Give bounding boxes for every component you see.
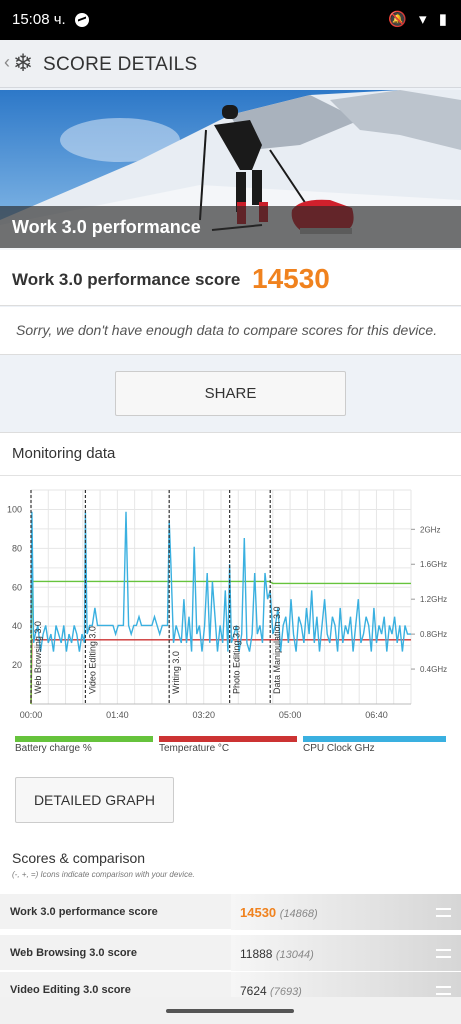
legend-temperature: Temperature °C	[159, 736, 297, 756]
legend-cpu: CPU Clock GHz	[303, 736, 446, 756]
y-left-tick-label: 100	[7, 504, 22, 514]
legend-temperature-label: Temperature °C	[159, 743, 230, 754]
score-row-value-cell: 11888 (13044)	[231, 935, 461, 971]
comparison-message-text: Sorry, we don't have enough data to comp…	[16, 322, 438, 338]
score-row[interactable]: Web Browsing 3.0 score 11888 (13044)	[0, 934, 461, 971]
score-row-number: 11888	[240, 947, 273, 961]
app-bar: ‹ ❄ SCORE DETAILS	[0, 40, 461, 88]
score-row-value-cell: 14530 (14868)	[231, 894, 461, 930]
scores-title: Scores & comparison	[12, 850, 146, 866]
comparison-message: Sorry, we don't have enough data to comp…	[0, 307, 461, 355]
legend-battery-swatch	[15, 736, 153, 742]
y-right-tick-label: 2GHz	[420, 525, 440, 534]
score-row-value: 7624 (7693)	[240, 984, 302, 998]
legend-temperature-swatch	[159, 736, 297, 742]
equal-icon	[436, 986, 451, 995]
legend-cpu-label: CPU Clock GHz	[303, 743, 375, 754]
monitoring-chart[interactable]: 20 40 60 80 100 0.4GHz 0.8GHz 1.2GHz 1.6GHz 2GHz 0…	[0, 488, 461, 720]
phase-label: Photo Editing 3.0	[232, 625, 242, 694]
share-button[interactable]: SHARE	[115, 371, 346, 416]
y-left-tick-label: 80	[12, 543, 22, 553]
y-right-tick-label: 1.6GHz	[420, 560, 447, 569]
phase-label: Web Browsing 3.0	[33, 621, 43, 694]
score-card: Work 3.0 performance score 14530	[0, 250, 461, 306]
hero-label-band: Work 3.0 performance	[0, 206, 461, 248]
scores-note: (-, +, =) Icons indicate comparison with…	[12, 870, 195, 879]
y-right-tick-label: 0.4GHz	[420, 665, 447, 674]
home-gesture-handle[interactable]	[166, 1009, 294, 1013]
system-nav-bar	[0, 997, 461, 1024]
y-right-tick-label: 0.8GHz	[420, 630, 447, 639]
x-tick-label: 03:20	[192, 710, 215, 720]
score-row-number: 7624	[240, 984, 267, 998]
score-row-label: Work 3.0 performance score	[10, 906, 158, 918]
hero-label: Work 3.0 performance	[12, 217, 201, 237]
score-row-compare: (14868)	[279, 908, 318, 920]
score-row[interactable]: Work 3.0 performance score 14530 (14868)	[0, 893, 461, 930]
series-line	[30, 511, 411, 652]
legend-battery: Battery charge %	[15, 736, 153, 756]
score-value: 14530	[252, 263, 330, 294]
back-chevron-icon[interactable]: ‹	[4, 52, 10, 72]
y-left-tick-label: 60	[12, 582, 22, 592]
score-row-value: 11888 (13044)	[240, 947, 314, 961]
score-row-value: 14530 (14868)	[240, 905, 318, 920]
legend-cpu-swatch	[303, 736, 446, 742]
score-row-compare: (13044)	[275, 949, 314, 961]
score-label: Work 3.0 performance score	[12, 270, 241, 289]
score-row-compare: (7693)	[270, 986, 302, 998]
page-title: SCORE DETAILS	[43, 54, 198, 75]
phase-label: Data Manipulation 3.0	[272, 606, 282, 694]
x-tick-label: 06:40	[365, 710, 388, 720]
equal-icon	[436, 949, 451, 958]
monitoring-title: Monitoring data	[12, 445, 116, 462]
detailed-graph-button[interactable]: DETAILED GRAPH	[15, 777, 174, 823]
status-icons: 🔕 ▾ ▮	[388, 11, 451, 28]
snowflake-icon: ❄	[13, 50, 34, 77]
phase-label: Writing 3.0	[171, 651, 181, 694]
status-time: 15:08 ч.	[12, 11, 66, 28]
x-tick-label: 05:00	[279, 710, 302, 720]
messenger-icon	[75, 13, 89, 27]
phase-label: Video Editing 3.0	[87, 626, 97, 694]
y-left-tick-label: 40	[12, 621, 22, 631]
score-row-label: Video Editing 3.0 score	[10, 984, 131, 996]
status-bar: 15:08 ч. 🔕 ▾ ▮	[0, 0, 461, 40]
score-row-number: 14530	[240, 905, 277, 920]
y-left-tick-label: 20	[12, 660, 22, 670]
y-right-tick-label: 1.2GHz	[420, 595, 447, 604]
x-tick-label: 00:00	[20, 710, 43, 720]
divider	[0, 475, 461, 476]
score-row-label: Web Browsing 3.0 score	[10, 947, 137, 959]
equal-icon	[436, 908, 451, 917]
legend-battery-label: Battery charge %	[15, 743, 92, 754]
x-tick-label: 01:40	[106, 710, 129, 720]
